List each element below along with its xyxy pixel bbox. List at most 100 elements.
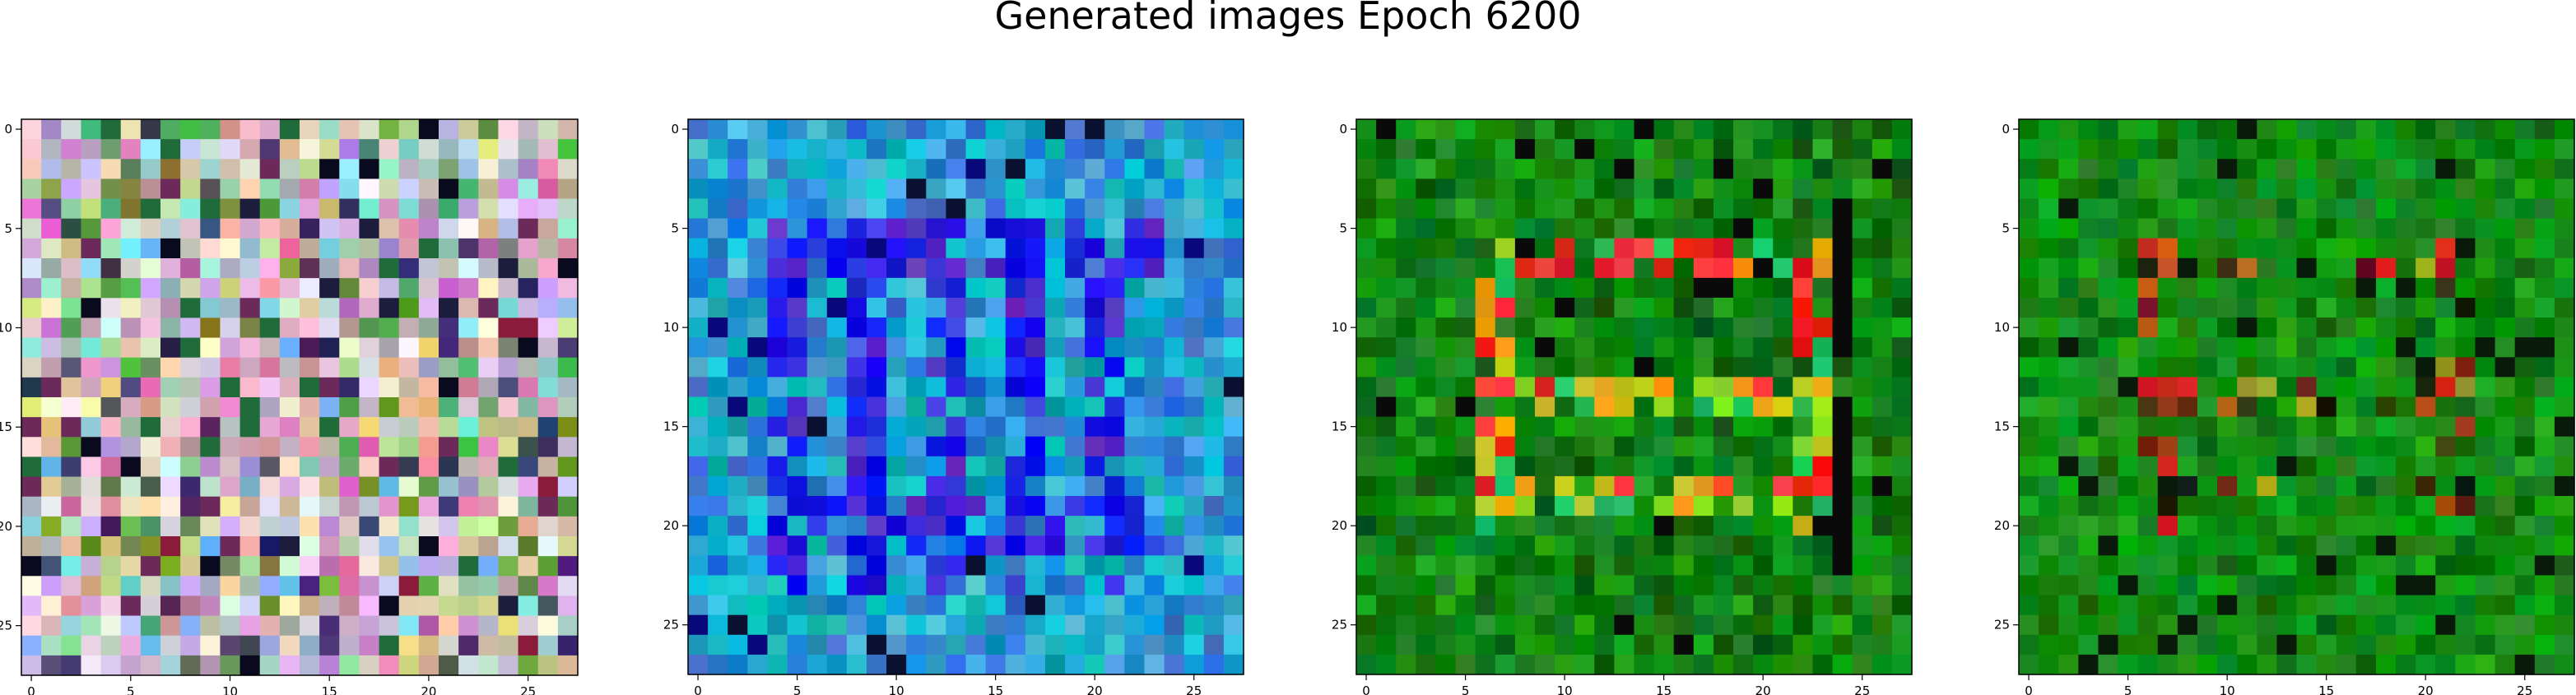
heatmap-cell [2019,416,2039,438]
heatmap-cell [1005,456,1026,477]
heatmap-cell [787,238,808,259]
heatmap-cell [906,198,927,220]
heatmap-cell [200,357,221,378]
heatmap-cell [2375,238,2397,259]
heatmap-cell [2514,595,2536,616]
heatmap-cell [906,238,927,259]
heatmap-cell [300,337,320,359]
heatmap-cell [2375,218,2397,239]
heatmap-cell [2177,357,2198,378]
heatmap-cell [1634,238,1655,259]
heatmap-cell [1164,634,1185,656]
heatmap-cell [81,397,102,418]
heatmap-cell [1416,614,1437,636]
heatmap-cell [239,496,261,517]
heatmap-cell [1594,516,1615,536]
heatmap-cell [728,257,748,279]
heatmap-cell [140,357,161,378]
heatmap-cell [1832,317,1853,338]
heatmap-cell [498,397,519,418]
heatmap-cell [2355,436,2377,457]
heatmap-cell [120,139,142,160]
heatmap-cell [100,198,122,220]
heatmap-cell [946,257,967,279]
heatmap-cell [985,139,1007,160]
heatmap-cell [807,535,828,556]
heatmap-cell [200,397,221,418]
panel-1: 0 5 10 15 20 25 0 5 10 15 20 25 [0,0,625,695]
heatmap-cell [1812,496,1834,517]
heatmap-cell [1673,277,1695,299]
heatmap-cell [1812,218,1834,239]
heatmap-cell [1634,218,1655,239]
heatmap-cell [2197,614,2218,636]
heatmap-cell [379,377,400,398]
heatmap-cell [1495,496,1516,517]
heatmap-cell [1514,416,1536,438]
heatmap-cell [826,337,848,358]
heatmap-cell [160,298,181,319]
heatmap-cell [787,595,808,616]
heatmap-cell [1634,357,1655,378]
heatmap-cell [458,178,479,200]
heatmap-cell [965,456,987,477]
heatmap-cell [300,397,320,418]
heatmap-cell [787,277,808,299]
heatmap-cell [1164,475,1185,497]
heatmap-cell [557,437,579,458]
heatmap-cell [2495,178,2516,200]
heatmap-cell [1044,555,1066,577]
heatmap-cell [2197,377,2218,398]
heatmap-cell [537,516,559,537]
heatmap-cell [1852,159,1873,179]
heatmap-cell [2534,614,2555,636]
heatmap-cell [2137,436,2159,457]
heatmap-cell [1852,257,1873,279]
heatmap-cell [1574,456,1595,477]
heatmap-cell [2455,595,2476,616]
heatmap-cell [140,298,161,319]
heatmap-cell [2237,357,2257,378]
heatmap-cell [1475,595,1496,616]
heatmap-cell [557,496,579,517]
heatmap-cell [300,437,320,458]
heatmap-cell [1872,496,1893,517]
heatmap-cell [1005,516,1026,536]
heatmap-cell [2039,496,2059,517]
y-tick-label: 0 [671,122,679,137]
heatmap-cell [279,397,300,418]
heatmap-cell [319,417,340,438]
heatmap-cell [1614,456,1635,477]
heatmap-cell [2396,337,2416,358]
heatmap-cell [2416,257,2436,279]
heatmap-cell [339,218,360,239]
heatmap-cell [965,238,987,259]
heatmap-cell [279,119,300,140]
heatmap-cell [1812,516,1834,536]
heatmap-cell [1005,139,1026,160]
heatmap-cell [439,476,459,498]
heatmap-cell [279,238,300,259]
heatmap-cell [300,139,320,160]
heatmap-cell [1124,277,1146,299]
heatmap-cell [458,317,479,339]
heatmap-cell [2435,654,2456,675]
heatmap-cell [160,417,181,438]
heatmap-cell [2296,277,2318,299]
heatmap-cell [1555,238,1575,259]
heatmap-cell [2118,614,2139,636]
heatmap-cell [807,198,828,220]
heatmap-cell [418,377,439,398]
heatmap-cell [1891,178,1913,200]
heatmap-cell [2396,396,2416,418]
heatmap-cell [1514,456,1536,477]
heatmap-cell [379,635,400,656]
heatmap-cell [2396,654,2416,675]
heatmap-cell [688,257,709,279]
heatmap-cell [826,595,848,616]
heatmap-cell [1356,119,1377,140]
heatmap-cell [200,337,221,359]
heatmap-cell [1634,614,1655,636]
heatmap-cell [846,337,867,358]
heatmap-cell [1144,456,1165,477]
